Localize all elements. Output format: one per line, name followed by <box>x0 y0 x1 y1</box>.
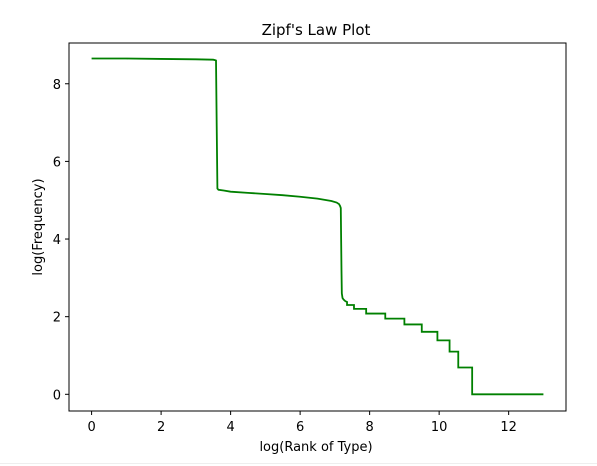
y-tick-label-0: 0 <box>53 388 61 403</box>
bottom-border <box>0 463 597 464</box>
y-tick-label-2: 2 <box>53 311 61 326</box>
y-tick-label-6: 6 <box>53 155 61 170</box>
x-axis-ticks: 0 2 4 6 8 10 12 <box>87 411 517 435</box>
y-axis-label: log(Frequency) <box>31 178 46 275</box>
y-tick-label-4: 4 <box>53 233 61 248</box>
plot-frame <box>68 42 567 412</box>
x-tick-label-8: 8 <box>365 420 373 435</box>
x-axis-label: log(Rank of Type) <box>259 440 372 455</box>
x-tick-label-4: 4 <box>226 420 234 435</box>
plot-area <box>69 43 566 411</box>
series-line-0 <box>91 57 544 396</box>
chart-title: Zipf's Law Plot <box>262 21 371 39</box>
y-tick-label-8: 8 <box>53 78 61 93</box>
x-tick-label-6: 6 <box>296 420 304 435</box>
y-axis-ticks: 0 2 4 6 8 <box>53 78 69 403</box>
x-tick-label-0: 0 <box>87 420 95 435</box>
x-tick-label-10: 10 <box>431 420 448 435</box>
series-layer <box>91 57 544 396</box>
x-tick-label-12: 12 <box>500 420 517 435</box>
x-tick-label-2: 2 <box>157 420 165 435</box>
